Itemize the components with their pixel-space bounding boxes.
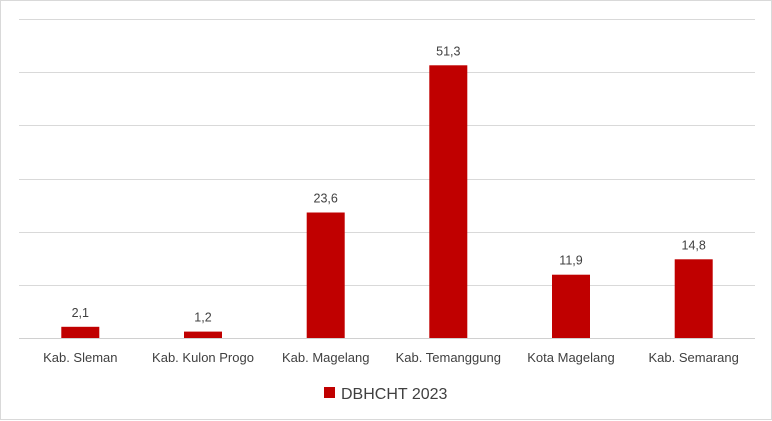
bar (184, 331, 222, 338)
data-label: 2,1 (72, 306, 89, 320)
data-label: 51,3 (436, 44, 460, 58)
data-label: 23,6 (314, 192, 338, 206)
x-tick-label: Kab. Semarang (649, 350, 739, 365)
x-tick-label: Kab. Temanggung (396, 350, 501, 365)
bar (61, 326, 100, 338)
bars (61, 65, 713, 339)
x-tick-label: Kab. Magelang (282, 350, 369, 365)
legend-label-dbhcht-2023: DBHCHT 2023 (341, 386, 448, 403)
gridlines (19, 19, 755, 339)
legend-swatch-dbhcht-2023 (324, 387, 335, 398)
data-label: 11,9 (559, 254, 582, 268)
bar (306, 212, 345, 338)
bar (674, 259, 713, 338)
x-tick-label: Kota Magelang (527, 350, 614, 365)
data-labels: 2,1 1,2 23,6 51,3 11,9 14,8 (72, 44, 706, 324)
data-label: 1,2 (194, 311, 211, 325)
x-tick-label: Kab. Kulon Progo (152, 350, 254, 365)
legend: DBHCHT 2023 (324, 386, 448, 403)
bar (429, 65, 468, 339)
x-axis-tick-labels: Kab. Sleman Kab. Kulon Progo Kab. Magelang… (43, 350, 739, 365)
data-label: 14,8 (682, 238, 706, 252)
bar (552, 274, 590, 338)
x-tick-label: Kab. Sleman (43, 350, 117, 365)
